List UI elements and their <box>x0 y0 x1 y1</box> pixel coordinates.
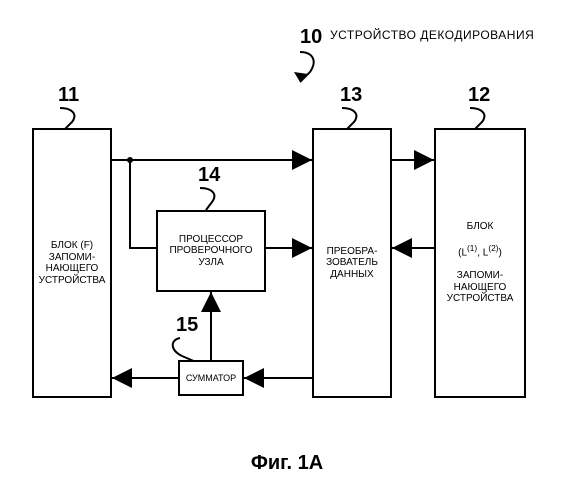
leader-11 <box>60 108 74 130</box>
leader-15 <box>173 338 196 362</box>
block-11-label: БЛОК (F) ЗАПОМИ-НАЮЩЕГО УСТРОЙСТВА <box>38 240 106 286</box>
block-14-label: ПРОЦЕССОР ПРОВЕРОЧНОГО УЗЛА <box>162 234 260 269</box>
ref-13: 13 <box>340 84 362 107</box>
edge-b14-topline <box>130 160 156 248</box>
block-12-l2c: ) <box>499 247 502 258</box>
leader-13 <box>342 108 356 130</box>
ref-12: 12 <box>468 84 490 107</box>
block-12-sup1: (1) <box>467 243 477 253</box>
ref-10: 10 <box>300 26 322 49</box>
leader-12 <box>470 108 484 130</box>
block-15-label: СУММАТОР <box>186 373 236 383</box>
block-12-label: БЛОК (L(1), L(2)) ЗАПОМИ-НАЮЩЕГО УСТРОЙС… <box>440 221 520 305</box>
ref-15: 15 <box>176 314 198 337</box>
block-15-summator: СУММАТОР <box>178 360 244 396</box>
block-12-line3: ЗАПОМИ-НАЮЩЕГО УСТРОЙСТВА <box>447 270 514 304</box>
block-12-sup2: (2) <box>488 243 498 253</box>
block-12-l1: (L <box>458 247 467 258</box>
block-13-label: ПРЕОБРА-ЗОВАТЕЛЬ ДАННЫХ <box>318 246 386 281</box>
device-title: УСТРОЙСТВО ДЕКОДИРОВАНИЯ <box>330 28 534 42</box>
block-12-memory-l: БЛОК (L(1), L(2)) ЗАПОМИ-НАЮЩЕГО УСТРОЙС… <box>434 128 526 398</box>
block-11-memory-f: БЛОК (F) ЗАПОМИ-НАЮЩЕГО УСТРОЙСТВА <box>32 128 112 398</box>
figure-caption: Фиг. 1А <box>0 452 574 475</box>
junction-dot <box>127 157 133 163</box>
leader-14 <box>200 188 214 210</box>
block-12-line1: БЛОК <box>467 221 494 232</box>
ref-11: 11 <box>58 84 79 107</box>
ref-14: 14 <box>198 164 220 187</box>
block-12-l2: , L <box>477 247 488 258</box>
block-13-data-converter: ПРЕОБРА-ЗОВАТЕЛЬ ДАННЫХ <box>312 128 392 398</box>
block-14-check-node-processor: ПРОЦЕССОР ПРОВЕРОЧНОГО УЗЛА <box>156 210 266 292</box>
